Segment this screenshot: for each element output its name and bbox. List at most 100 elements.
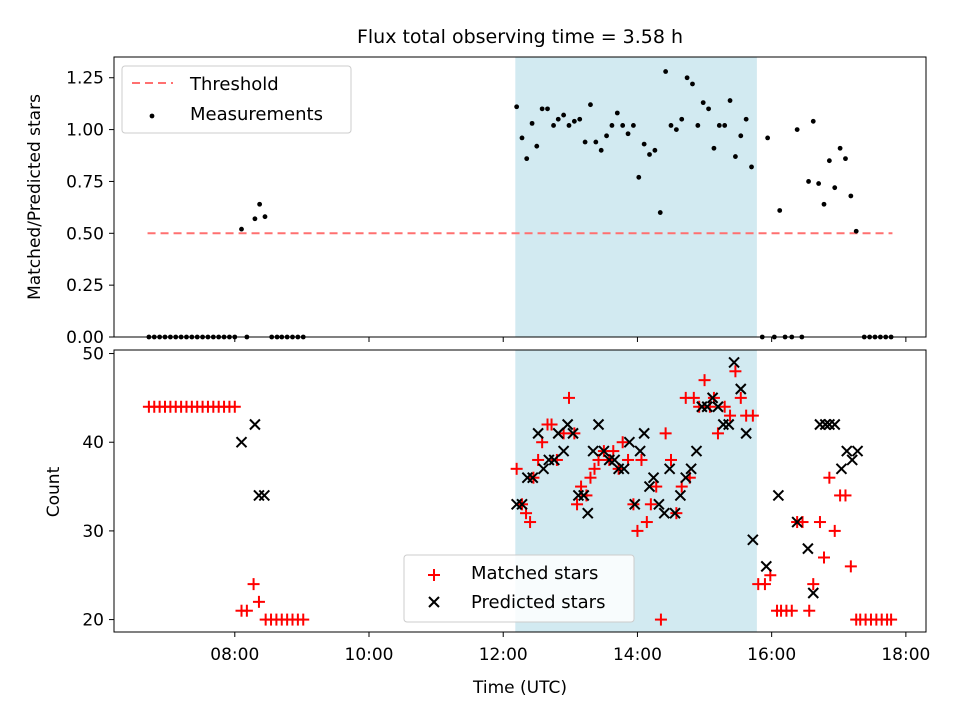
- predicted-star-point: [740, 427, 752, 440]
- matched-star-point: [711, 427, 724, 440]
- measurement-point: [534, 143, 540, 149]
- matched-star-point: [631, 524, 644, 537]
- y-tick-label: 0.25: [66, 276, 104, 296]
- x-tick-label: 14:00: [613, 645, 662, 665]
- measurement-point: [821, 201, 827, 207]
- bottom-axes-frame: [113, 349, 927, 633]
- measurement-point: [609, 123, 615, 128]
- predicted-star-point: [841, 445, 853, 457]
- y-tick-label: 1.00: [66, 121, 104, 141]
- y-tick-label: 0.75: [66, 172, 104, 192]
- predicted-star-point: [772, 489, 785, 502]
- predicted-star-point: [629, 498, 641, 511]
- measurement-point: [810, 118, 816, 124]
- measurement-point: [743, 116, 749, 122]
- matched-star-point: [228, 400, 241, 413]
- x-tick-label: 12:00: [479, 645, 528, 665]
- legend-predicted-label: Predicted stars: [471, 592, 605, 613]
- measurement-point: [806, 179, 811, 184]
- measurement-point: [539, 106, 545, 112]
- measurement-point: [598, 147, 604, 153]
- measurement-point: [551, 123, 556, 128]
- matched-star-point: [524, 516, 537, 529]
- measurement-point: [749, 164, 754, 170]
- predicted-star-point: [532, 427, 544, 440]
- predicted-star-point: [638, 427, 650, 440]
- predicted-star-point: [690, 445, 703, 457]
- predicted-star-point: [623, 436, 636, 448]
- top-axes-frame: [113, 56, 927, 338]
- predicted-star-point: [618, 463, 630, 475]
- matched-star-point: [562, 391, 575, 404]
- matched-star-point: [247, 578, 260, 591]
- matched-star-point: [532, 453, 545, 466]
- predicted-star-point: [680, 471, 692, 484]
- measurement-point: [777, 208, 783, 213]
- matched-star-point: [823, 471, 836, 484]
- measurement-point: [252, 216, 258, 222]
- matched-star-point: [746, 409, 759, 422]
- legend-matched-swatch: [428, 569, 440, 581]
- measurement-point: [641, 141, 647, 147]
- y-tick-label: 20: [82, 611, 104, 631]
- measurement-point: [727, 98, 733, 103]
- matched-star-point: [803, 604, 816, 617]
- measurement-point: [239, 226, 244, 232]
- y-tick-label: 40: [82, 433, 104, 453]
- predicted-star-point: [561, 418, 574, 431]
- measurement-point: [631, 123, 636, 128]
- predicted-star-point: [557, 445, 570, 457]
- predicted-star-point: [249, 418, 261, 431]
- measurement-point: [257, 201, 263, 207]
- matched-star-point: [687, 391, 700, 404]
- predicted-star-point: [634, 445, 646, 457]
- measurement-point: [695, 123, 701, 128]
- matched-star-point: [659, 427, 672, 440]
- predicted-star-point: [527, 471, 539, 484]
- predicted-star-point: [819, 418, 832, 431]
- measurement-point: [636, 174, 642, 180]
- predicted-star-points: [235, 356, 864, 599]
- measurement-point: [837, 145, 843, 151]
- predicted-star-point: [653, 498, 665, 511]
- predicted-star-point: [235, 436, 248, 448]
- matched-star-point: [724, 409, 737, 422]
- measurement-point: [722, 123, 728, 128]
- predicted-star-point: [674, 489, 687, 502]
- matched-star-point: [654, 613, 667, 626]
- matched-star-point: [813, 516, 826, 529]
- matched-star-point: [297, 613, 310, 626]
- measurement-points: [146, 69, 894, 340]
- measurement-point: [545, 106, 550, 112]
- legend-predicted-swatch: [428, 596, 440, 608]
- matched-star-point: [616, 436, 629, 449]
- measurement-point: [514, 104, 520, 110]
- matched-star-point: [635, 453, 648, 466]
- measurement-point: [663, 69, 669, 74]
- matched-star-point: [817, 551, 830, 564]
- predicted-star-point: [587, 445, 599, 457]
- x-tick-label: 10:00: [345, 645, 394, 665]
- measurement-point: [577, 116, 583, 122]
- matched-star-point: [640, 516, 653, 529]
- measurement-point: [604, 133, 609, 139]
- top-y-axis-label: Matched/Predicted stars: [25, 94, 45, 300]
- predicted-star-point: [582, 507, 594, 519]
- measurement-point: [733, 154, 738, 159]
- top-y-ticks: 0.00 0.25 0.50 0.75 1.00 1.25: [66, 69, 114, 348]
- matched-star-point: [885, 613, 898, 626]
- x-tick-label: 16:00: [747, 645, 796, 665]
- predicted-star-point: [592, 418, 605, 431]
- measurement-point: [652, 147, 658, 153]
- measurement-point: [679, 116, 685, 122]
- matched-star-point: [571, 498, 584, 511]
- predicted-star-point: [701, 401, 713, 413]
- measurement-point: [668, 123, 674, 128]
- matched-star-point: [644, 498, 657, 511]
- measurement-point: [529, 120, 535, 126]
- measurement-point: [519, 135, 525, 141]
- matched-star-point: [839, 489, 852, 502]
- matched-star-point: [698, 374, 711, 387]
- top-x-ticks: [234, 337, 907, 342]
- measurement-point: [588, 102, 593, 108]
